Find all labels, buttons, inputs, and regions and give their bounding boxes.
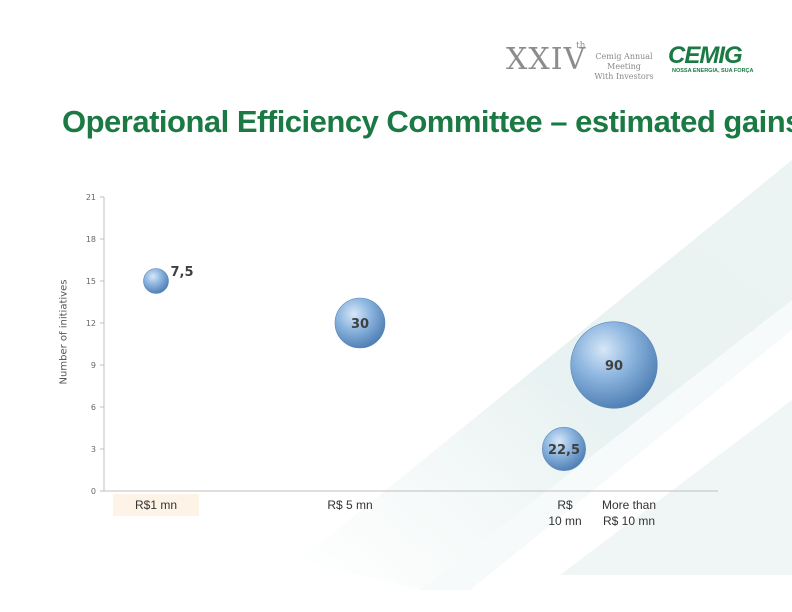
y-tick-label: 6 xyxy=(91,403,96,412)
bubble-data-label: 7,5 xyxy=(170,265,193,280)
event-logo: XXIV th Cemig Annual Meeting With Invest… xyxy=(500,38,760,82)
roman-numeral: XXIV xyxy=(506,42,587,77)
x-category-1-line-1: R$1 mn xyxy=(134,498,178,512)
x-category-3-line-1: R$ xyxy=(557,498,573,512)
page-title: Operational Efficiency Committee – estim… xyxy=(62,104,792,139)
ordinal-suffix: th xyxy=(576,41,586,51)
bubble-group: 7,5 30 22,5 90 xyxy=(143,265,658,471)
y-tick-label: 18 xyxy=(86,235,96,244)
cemig-logo: CEMIG xyxy=(668,42,743,69)
y-tick-label: 15 xyxy=(86,277,96,286)
y-tick-label: 21 xyxy=(86,193,96,202)
x-category-1: R$1 mn xyxy=(113,494,199,516)
bubble-point xyxy=(542,427,586,471)
bubble-point xyxy=(334,297,386,349)
bubble-data-label: 22,5 xyxy=(548,443,580,458)
y-tick-label: 3 xyxy=(91,445,96,454)
y-tick-label: 0 xyxy=(91,487,96,496)
bubble-data-label: 30 xyxy=(351,317,369,332)
x-category-4: More than R$ 10 mn xyxy=(596,497,662,529)
y-tick-group: 0 3 6 9 12 15 18 21 xyxy=(86,193,104,496)
x-category-4-line-1: More than xyxy=(601,498,657,512)
y-axis-label: Number of initiatives xyxy=(58,279,70,385)
x-category-3: R$ 10 mn xyxy=(540,497,590,529)
meeting-name: Cemig Annual Meeting With Investors xyxy=(586,52,662,82)
meeting-line-1: Cemig Annual Meeting xyxy=(595,52,653,71)
x-category-2-line-1: R$ 5 mn xyxy=(327,498,373,512)
x-category-3-line-2: 10 mn xyxy=(548,514,582,528)
bubble-data-label: 90 xyxy=(605,359,623,374)
y-tick-label: 12 xyxy=(86,319,96,328)
x-category-2: R$ 5 mn xyxy=(300,497,400,513)
x-category-4-line-2: R$ 10 mn xyxy=(602,514,656,528)
bubble-point xyxy=(570,321,658,409)
y-tick-label: 9 xyxy=(91,361,96,370)
bubble-point xyxy=(143,268,169,294)
meeting-line-2: With Investors xyxy=(594,72,654,81)
cemig-tagline: NOSSA ENERGIA, SUA FORÇA xyxy=(672,68,754,74)
